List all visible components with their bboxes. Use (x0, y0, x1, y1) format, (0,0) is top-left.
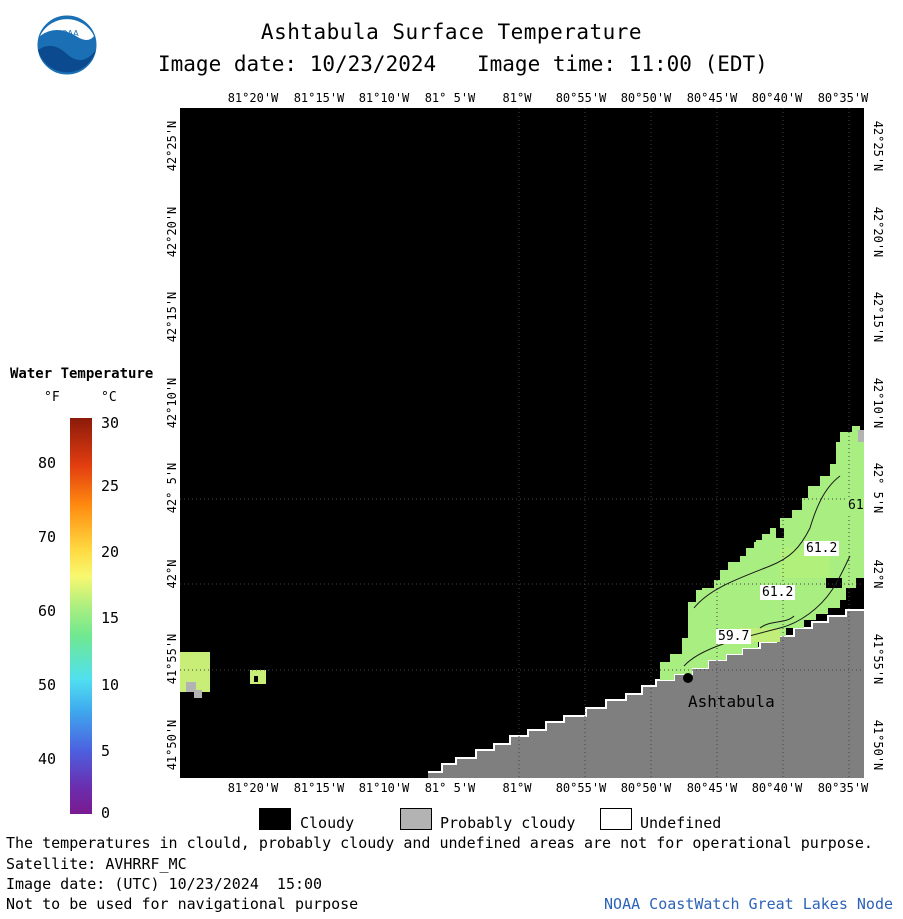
latitude-label: 42°10'N (165, 377, 179, 429)
nav-warning-text: Not to be used for navigational purpose (6, 895, 359, 913)
latitude-label: 42°25'N (165, 120, 179, 172)
fahrenheit-tick: 80 (38, 454, 57, 472)
longitude-label: 81°20'W (227, 781, 279, 795)
image-time: Image time: 11:00 (EDT) (477, 52, 768, 76)
probably-cloudy-speck (194, 690, 202, 698)
cloud-hole (734, 544, 744, 556)
unit-f: °F (44, 390, 60, 405)
celsius-tick: 30 (101, 414, 120, 432)
latitude-label: 41°50'N (871, 719, 885, 771)
longitude-label: 81°W (502, 781, 532, 795)
shoreline (428, 609, 864, 773)
longitude-label: 81°10'W (358, 91, 410, 105)
land-area (428, 610, 864, 778)
place-label: Ashtabula (688, 692, 775, 711)
warning-text: The temperatures in clould, probably clo… (6, 834, 873, 852)
longitude-label: 81°15'W (293, 91, 345, 105)
latitude-label: 42° 5'N (871, 462, 885, 514)
latitude-label: 42°20'N (165, 206, 179, 258)
latitude-label: 41°55'N (871, 633, 885, 685)
longitude-label: 80°55'W (555, 91, 607, 105)
contour-line (693, 475, 841, 609)
color-bar (70, 418, 92, 814)
celsius-tick: 5 (101, 742, 111, 760)
latitude-label: 42°N (165, 559, 179, 589)
fahrenheit-tick: 70 (38, 528, 57, 546)
longitude-label: 80°45'W (686, 781, 738, 795)
fahrenheit-tick: 40 (38, 750, 57, 768)
longitude-label: 80°50'W (620, 91, 672, 105)
cloud-hole (776, 528, 784, 538)
celsius-tick: 25 (101, 477, 120, 495)
cloud-hole (746, 534, 756, 542)
latitude-label: 42°15'N (871, 291, 885, 343)
fahrenheit-tick: 60 (38, 602, 57, 620)
satellite-text: Satellite: AVHRRF_MC (6, 855, 187, 873)
longitude-label: 80°50'W (620, 781, 672, 795)
latitude-label: 42° 5'N (165, 462, 179, 514)
longitude-label: 81°20'W (227, 91, 279, 105)
map-canvas (180, 108, 864, 778)
image-date: Image date: 10/23/2024 (158, 52, 437, 76)
celsius-tick: 20 (101, 543, 120, 561)
longitude-label: 81° 5'W (424, 91, 476, 105)
contour-line (683, 555, 851, 667)
probably-cloudy-speck (858, 430, 864, 442)
cloud-hole (826, 578, 842, 588)
utc-date-text: Image date: (UTC) 10/23/2024 15:00 (6, 875, 323, 893)
longitude-label: 80°40'W (751, 781, 803, 795)
longitude-label: 80°45'W (686, 91, 738, 105)
credit-text: NOAA CoastWatch Great Lakes Node (604, 895, 893, 913)
sst-map: 61 61.2 61.2 59.7 Ashtabula (180, 108, 864, 778)
latitude-label: 42°20'N (871, 206, 885, 258)
contour-label: 61.2 (804, 541, 840, 556)
contour-label: 61.2 (760, 585, 796, 600)
longitude-label: 81° 5'W (424, 781, 476, 795)
cloudy-label: Cloudy (300, 814, 355, 832)
longitude-label: 81°15'W (293, 781, 345, 795)
cloud-hole (700, 580, 714, 588)
water-region (660, 426, 864, 684)
contour-label: 61 (848, 498, 864, 513)
cloudy-swatch (259, 808, 291, 830)
contour-label: 59.7 (716, 629, 752, 644)
celsius-tick: 15 (101, 609, 120, 627)
scale-title: Water Temperature (10, 366, 154, 382)
fahrenheit-tick: 50 (38, 676, 57, 694)
longitude-label: 80°55'W (555, 781, 607, 795)
undefined-label: Undefined (640, 814, 722, 832)
latitude-label: 41°55'N (165, 633, 179, 685)
noaa-logo: NOAA (36, 14, 98, 76)
latitude-label: 42°15'N (165, 291, 179, 343)
unit-c: °C (101, 390, 117, 405)
longitude-label: 80°35'W (817, 91, 869, 105)
contour-line (759, 615, 795, 629)
longitude-label: 81°W (502, 91, 532, 105)
undefined-swatch (600, 808, 632, 830)
town-marker (683, 673, 693, 683)
latitude-label: 41°50'N (165, 719, 179, 771)
probably-cloudy-speck (186, 682, 196, 692)
probably-cloudy-swatch (400, 808, 432, 830)
logo-text: NOAA (55, 29, 79, 38)
page-title: Ashtabula Surface Temperature (260, 20, 643, 44)
latitude-label: 42°N (871, 559, 885, 589)
probably-cloudy-label: Probably cloudy (440, 814, 576, 832)
celsius-tick: 10 (101, 676, 120, 694)
longitude-label: 80°40'W (751, 91, 803, 105)
longitude-label: 81°10'W (358, 781, 410, 795)
longitude-label: 80°35'W (817, 781, 869, 795)
cloud-hole (254, 676, 258, 682)
celsius-tick: 0 (101, 804, 111, 822)
latitude-label: 42°25'N (871, 120, 885, 172)
latitude-label: 42°10'N (871, 377, 885, 429)
